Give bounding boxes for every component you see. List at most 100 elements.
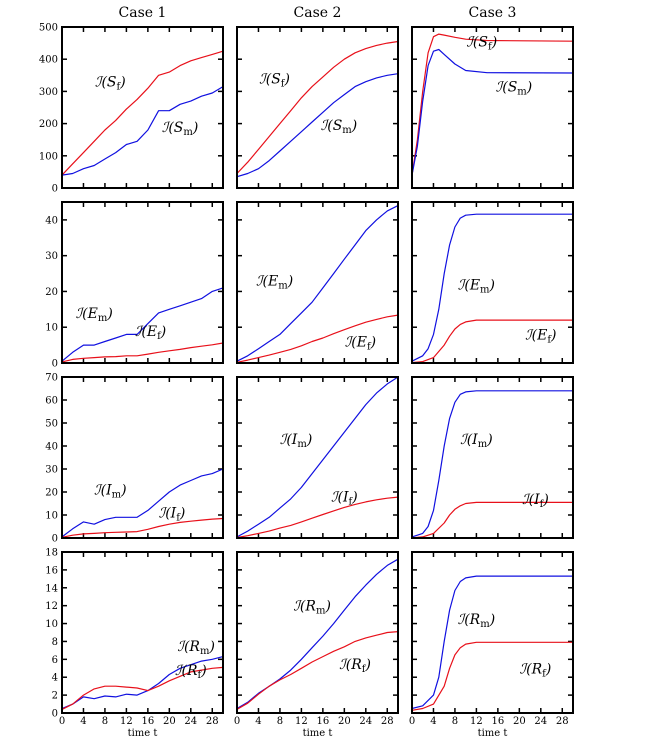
series-line xyxy=(61,517,224,538)
y-tick-label: 0 xyxy=(52,534,58,545)
panel-frame xyxy=(236,26,399,189)
series-label: ℐ(Em) xyxy=(458,277,495,295)
x-axis-label: time t xyxy=(478,728,508,739)
series-line xyxy=(411,33,574,176)
series-label: ℐ(Sf) xyxy=(259,72,290,90)
y-tick-label: 12 xyxy=(45,601,58,612)
y-tick-label: 20 xyxy=(45,488,58,499)
panel-r1-c1: 0 100 200 300 400 500 ℐ(Sf) ℐ(Sm) xyxy=(39,23,224,195)
series-line xyxy=(236,73,399,178)
series-label: ℐ(Rf) xyxy=(175,663,207,681)
panel-frame xyxy=(61,26,224,189)
series-line xyxy=(411,319,573,364)
series-line xyxy=(411,48,574,176)
series-label: ℐ(Im) xyxy=(460,432,493,450)
y-tick-label: 10 xyxy=(45,511,58,522)
series-label: ℐ(If) xyxy=(159,506,186,524)
series-line xyxy=(236,496,399,539)
series-label: ℐ(If) xyxy=(522,492,549,510)
x-tick-label: 12 xyxy=(120,716,133,727)
y-tick-label: 18 xyxy=(45,548,58,559)
y-tick-label: 300 xyxy=(39,87,58,98)
x-tick-label: 4 xyxy=(80,716,86,727)
y-tick-label: 400 xyxy=(39,55,58,66)
x-axis-label: time t xyxy=(303,728,333,739)
y-tick-label: 6 xyxy=(52,655,58,666)
x-tick-label: 24 xyxy=(534,716,547,727)
series-label: ℐ(Im) xyxy=(280,432,313,450)
series-line xyxy=(411,213,573,362)
panel-r3-c3: ℐ(Im) ℐ(If) xyxy=(411,376,574,539)
y-tick-label: 20 xyxy=(45,287,58,298)
column-title: Case 1 xyxy=(119,5,167,21)
series-label: ℐ(Ef) xyxy=(525,327,556,345)
y-tick-label: 10 xyxy=(45,323,58,334)
series-label: ℐ(Rm) xyxy=(293,599,331,617)
y-tick-label: 100 xyxy=(39,151,58,162)
x-tick-label: 4 xyxy=(255,716,261,727)
panel-frame xyxy=(411,26,574,189)
y-tick-label: 200 xyxy=(39,119,58,130)
x-tick-label: 12 xyxy=(470,716,483,727)
panel-r4-c2: 0 4 8 12 16 20 24 28 ℐ(Rm) ℐ(Rf) xyxy=(234,551,399,727)
x-tick-label: 20 xyxy=(338,716,351,727)
x-tick-label: 24 xyxy=(184,716,197,727)
panel-r1-c3: ℐ(Sf) ℐ(Sm) xyxy=(411,26,574,189)
series-label: ℐ(Ef) xyxy=(135,324,166,342)
y-tick-label: 2 xyxy=(52,691,58,702)
x-tick-label: 8 xyxy=(102,716,108,727)
panel-frame xyxy=(411,376,574,539)
series-line xyxy=(61,342,224,363)
series-line xyxy=(411,501,573,539)
y-tick-label: 4 xyxy=(52,673,58,684)
x-tick-label: 8 xyxy=(452,716,458,727)
y-tick-label: 16 xyxy=(45,565,58,576)
series-label: ℐ(Rf) xyxy=(339,657,371,675)
x-tick-label: 12 xyxy=(295,716,308,727)
y-tick-label: 30 xyxy=(45,251,58,262)
panel-r2-c2: ℐ(Em) ℐ(Ef) xyxy=(236,201,399,364)
y-tick-label: 60 xyxy=(45,396,58,407)
series-line xyxy=(61,468,224,538)
x-tick-label: 16 xyxy=(141,716,154,727)
series-label: ℐ(Rm) xyxy=(177,639,215,657)
series-label: ℐ(Em) xyxy=(76,306,113,324)
series-label: ℐ(Sm) xyxy=(321,118,358,136)
series-line xyxy=(236,314,399,363)
panel-frame xyxy=(236,551,399,714)
panel-r2-c1: 0 10 20 30 40 ℐ(Em) ℐ(Ef) xyxy=(45,201,224,370)
y-tick-label: 0 xyxy=(52,709,58,720)
series-label: ℐ(Rf) xyxy=(520,661,552,679)
x-tick-label: 16 xyxy=(316,716,329,727)
panel-frame xyxy=(236,201,399,364)
series-line xyxy=(411,641,573,711)
series-line xyxy=(411,575,573,710)
x-tick-label: 0 xyxy=(59,716,65,727)
x-tick-label: 28 xyxy=(556,716,569,727)
x-tick-label: 4 xyxy=(430,716,436,727)
y-tick-label: 14 xyxy=(45,583,58,594)
series-line xyxy=(61,50,224,176)
y-tick-label: 10 xyxy=(45,619,58,630)
series-line xyxy=(236,558,399,710)
series-label: ℐ(Im) xyxy=(94,483,127,501)
y-tick-label: 40 xyxy=(45,442,58,453)
y-tick-label: 40 xyxy=(45,215,58,226)
series-label: ℐ(Ef) xyxy=(345,335,376,353)
panel-frame xyxy=(236,376,399,539)
series-label: ℐ(Sf) xyxy=(95,75,126,93)
y-tick-label: 50 xyxy=(45,419,58,430)
y-tick-label: 8 xyxy=(52,637,58,648)
panel-r3-c1: 0 10 20 30 40 50 60 70 ℐ(Im) ℐ(If) xyxy=(45,373,224,545)
column-title: Case 3 xyxy=(469,5,517,21)
panel-r3-c2: ℐ(Im) ℐ(If) xyxy=(236,376,399,539)
column-title: Case 2 xyxy=(294,5,342,21)
x-tick-label: 28 xyxy=(381,716,394,727)
panel-frame xyxy=(61,551,224,714)
series-label: ℐ(Em) xyxy=(256,274,293,292)
series-label: ℐ(Rm) xyxy=(458,612,496,630)
x-tick-label: 20 xyxy=(163,716,176,727)
x-tick-label: 28 xyxy=(206,716,219,727)
panel-r4-c3: 0 4 8 12 16 20 24 28 ℐ(Rm) ℐ(Rf) xyxy=(409,551,574,727)
